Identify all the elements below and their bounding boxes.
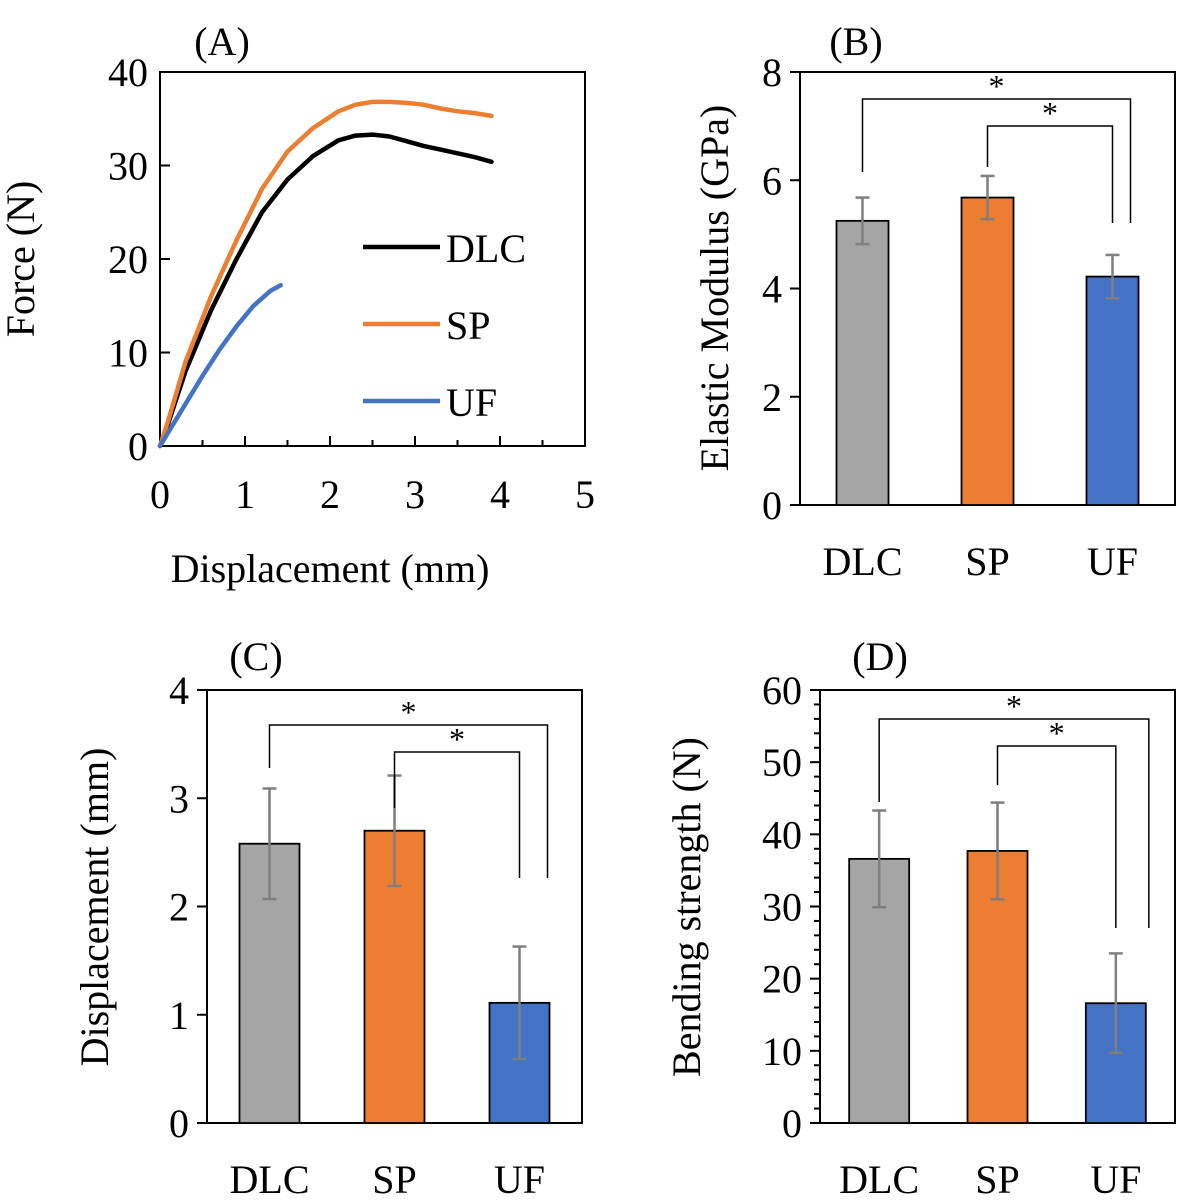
panel-d-category-label-dlc: DLC	[839, 1157, 919, 1200]
panel-d-significance-brackets: **	[878, 688, 1150, 928]
panel-b-y-tick-label: 4	[762, 267, 782, 312]
panel-a-x-tick-label: 1	[235, 472, 255, 517]
panel-c-bars	[238, 829, 551, 1124]
panel-d-category-label-uf: UF	[1090, 1157, 1141, 1200]
panel-b-error-bars	[855, 174, 1120, 300]
panel-d-bars	[848, 850, 1147, 1124]
panel-a-y-ticks: 0 10 20 30 40	[108, 50, 170, 469]
series-line-uf	[157, 282, 283, 449]
panel-c-y-tick-label: 3	[169, 776, 189, 821]
panel-d-significance-star: *	[1049, 715, 1065, 751]
panel-c-y-tick-label: 1	[169, 993, 189, 1038]
panel-b-bars	[835, 196, 1140, 506]
panel-c-y-tick-label: 2	[169, 885, 189, 930]
panel-d-category-labels: DLC SP UF	[839, 1157, 1141, 1200]
legend-label-dlc: DLC	[446, 226, 526, 271]
panel-b-y-tick-label: 0	[762, 483, 782, 528]
panel-d-significance-star: *	[1006, 688, 1022, 724]
panel-a-x-tick-label: 3	[405, 472, 425, 517]
panel-a-x-tick-label: 0	[150, 472, 170, 517]
panel-a-y-tick-label: 20	[108, 237, 148, 282]
panel-d-category-label-sp: SP	[975, 1157, 1020, 1200]
panel-c-category-label-dlc: DLC	[230, 1157, 310, 1200]
panel-c-category-label-sp: SP	[372, 1157, 417, 1200]
panel-b-category-label-dlc: DLC	[823, 539, 903, 584]
panel-b-significance-bracket-dlc-uf	[861, 98, 1132, 223]
panel-b-significance-bracket-sp-uf	[986, 125, 1114, 223]
panel-d-y-ticks: 0 10 20 30 40 50 60	[762, 668, 820, 1146]
panel-d-label: (D)	[852, 634, 908, 679]
panel-c-category-labels: DLC SP UF	[230, 1157, 546, 1200]
panel-c-y-axis-label: Displacement (mm)	[72, 748, 117, 1067]
panel-d-y-tick-label: 0	[782, 1101, 802, 1146]
panel-a-y-tick-label: 10	[108, 331, 148, 376]
panel-a-x-tick-label: 2	[320, 472, 340, 517]
panel-c-label: (C)	[229, 634, 282, 679]
legend-label-uf: UF	[446, 380, 497, 425]
panel-b-bar-sp	[960, 196, 1015, 506]
panel-d-y-axis-label: Bending strength (N)	[664, 737, 709, 1077]
panel-b-significance-star: *	[989, 68, 1005, 104]
series-line-dlc	[157, 132, 494, 449]
panel-b-category-label-uf: UF	[1087, 539, 1138, 584]
panel-c-significance-bracket-sp-uf	[393, 751, 521, 878]
panel-a-legend: DLC SP UF	[363, 226, 526, 425]
panel-b-category-labels: DLC SP UF	[823, 539, 1139, 584]
panel-c-significance-star: *	[401, 694, 417, 730]
panel-a-x-tick-label: 5	[575, 472, 595, 517]
panel-a-y-axis-label: Force (N)	[0, 181, 43, 338]
panel-c-y-tick-label: 0	[169, 1101, 189, 1146]
panel-a-y-tick-label: 0	[128, 424, 148, 469]
panel-c-significance-brackets: **	[268, 694, 549, 878]
panel-b-y-tick-label: 2	[762, 375, 782, 420]
panel-b-significance-brackets: **	[861, 68, 1132, 223]
panel-d-error-bars	[872, 801, 1123, 1055]
panel-a-label: (A)	[194, 19, 250, 64]
panel-b-label: (B)	[829, 19, 882, 64]
panel-d-y-tick-label: 30	[762, 885, 802, 930]
panel-b-bar-dlc	[835, 219, 890, 506]
panel-d-significance-bracket-sp-uf	[996, 745, 1117, 928]
panel-b-y-axis-label: Elastic Modulus (GPa)	[692, 105, 737, 472]
panel-a-x-ticks: 0 1 2 3 4 5	[150, 436, 595, 517]
panel-d-y-tick-label: 40	[762, 812, 802, 857]
panel-d-y-tick-label: 50	[762, 740, 802, 785]
panel-d-significance-bracket-dlc-uf	[878, 718, 1150, 928]
panel-c-category-label-uf: UF	[494, 1157, 545, 1200]
panel-d-y-tick-label: 10	[762, 1029, 802, 1074]
panel-c-y-ticks: 0 1 2 3 4	[169, 668, 207, 1146]
panel-a-force-displacement-chart: (A) 0 10 20 30 40 0 1 2 3 4 5 Force (N) Displacem…	[0, 19, 595, 591]
panel-d-y-tick-label: 60	[762, 668, 802, 713]
panel-d-y-tick-label: 20	[762, 957, 802, 1002]
panel-b-y-tick-label: 8	[762, 50, 782, 95]
panel-c-y-tick-label: 4	[169, 668, 189, 713]
panel-b-y-ticks: 0 2 4 6 8	[762, 50, 800, 528]
panel-a-x-tick-label: 4	[490, 472, 510, 517]
panel-a-x-axis-label: Displacement (mm)	[171, 546, 490, 591]
panel-c-significance-bracket-dlc-uf	[268, 724, 549, 878]
legend-label-sp: SP	[446, 303, 491, 348]
panel-a-series-lines	[157, 99, 494, 449]
panel-a-y-tick-label: 30	[108, 144, 148, 189]
panel-a-y-tick-label: 40	[108, 50, 148, 95]
panel-b-bar-uf	[1085, 275, 1140, 506]
panel-d-bar-sp	[966, 850, 1029, 1124]
panel-c-significance-star: *	[449, 721, 465, 757]
series-line-sp	[157, 99, 494, 449]
panel-b-significance-star: *	[1042, 95, 1058, 131]
panel-b-category-label-sp: SP	[965, 539, 1010, 584]
panel-b-y-tick-label: 6	[762, 158, 782, 203]
